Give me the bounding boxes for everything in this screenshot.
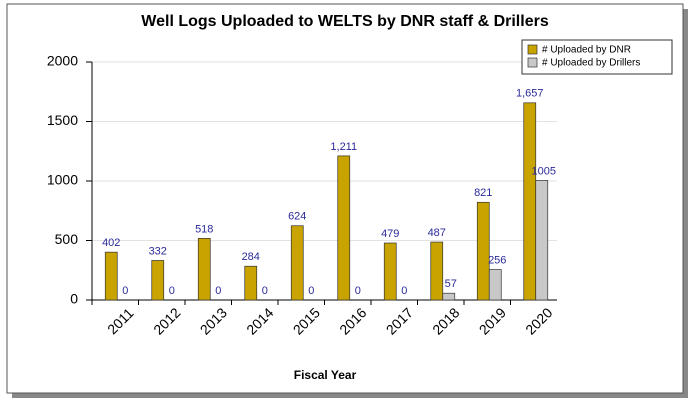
value-label: 284 bbox=[242, 251, 260, 263]
value-label: 0 bbox=[401, 285, 407, 297]
value-label: 624 bbox=[288, 211, 306, 223]
value-label: 479 bbox=[381, 228, 399, 240]
value-label: 487 bbox=[428, 227, 446, 239]
chart-title: Well Logs Uploaded to WELTS by DNR staff… bbox=[141, 13, 549, 30]
value-label: 57 bbox=[445, 278, 457, 290]
value-label: 0 bbox=[308, 285, 314, 297]
legend-box bbox=[521, 39, 673, 75]
bar bbox=[383, 242, 397, 301]
bar bbox=[535, 180, 549, 301]
value-label: 0 bbox=[262, 285, 268, 297]
y-tick-label: 2000 bbox=[47, 53, 78, 69]
legend-label: # Uploaded by Drillers bbox=[542, 58, 640, 69]
bar bbox=[151, 260, 165, 301]
bar bbox=[476, 201, 490, 301]
value-label: 821 bbox=[474, 187, 492, 199]
legend-swatch bbox=[527, 44, 538, 55]
bar bbox=[104, 251, 118, 301]
value-label: 0 bbox=[215, 285, 221, 297]
y-tick-label: 500 bbox=[55, 231, 79, 247]
bar bbox=[523, 102, 537, 301]
value-label: 256 bbox=[488, 254, 506, 266]
bar bbox=[337, 155, 351, 301]
y-tick-label: 1500 bbox=[47, 112, 78, 128]
value-label: 518 bbox=[195, 223, 213, 235]
value-label: 0 bbox=[355, 285, 361, 297]
value-label: 0 bbox=[122, 285, 128, 297]
x-axis-label: Fiscal Year bbox=[294, 368, 357, 382]
value-label: 1,657 bbox=[516, 88, 544, 100]
legend-swatch bbox=[527, 57, 538, 68]
y-tick-label: 1000 bbox=[47, 172, 78, 188]
bar bbox=[197, 238, 211, 301]
value-label: 332 bbox=[149, 245, 167, 257]
bar bbox=[442, 292, 456, 301]
value-label: 402 bbox=[102, 237, 120, 249]
legend-label: # Uploaded by DNR bbox=[542, 45, 631, 56]
y-tick-label: 0 bbox=[70, 291, 78, 307]
bar bbox=[488, 269, 502, 301]
value-label: 1005 bbox=[532, 165, 556, 177]
value-label: 0 bbox=[169, 285, 175, 297]
bar bbox=[430, 241, 444, 301]
bar bbox=[244, 265, 258, 301]
bar bbox=[290, 225, 304, 301]
value-label: 1,211 bbox=[330, 141, 357, 153]
